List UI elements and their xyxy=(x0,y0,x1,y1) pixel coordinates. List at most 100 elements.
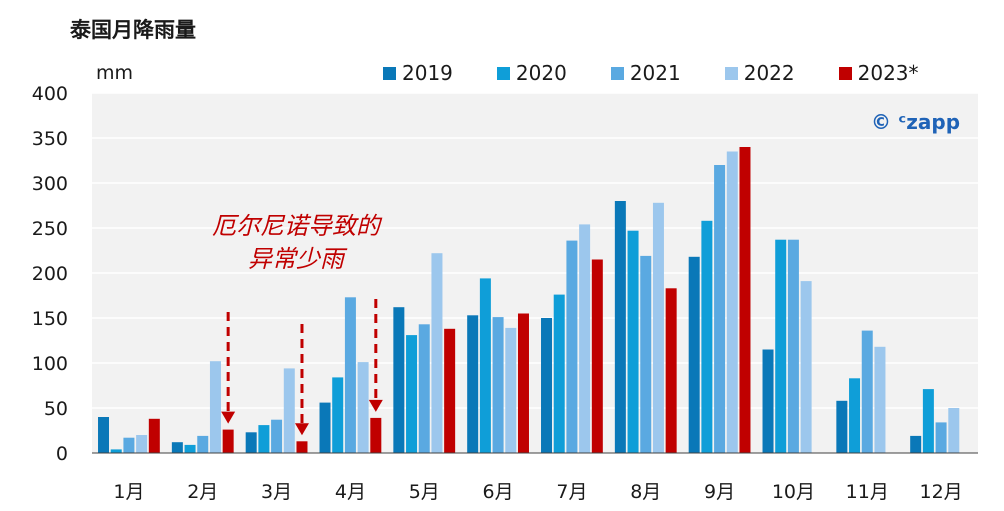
legend-label: 2021 xyxy=(629,61,681,85)
legend-item-2019: 2019 xyxy=(383,61,453,85)
legend-item-2023: 2023* xyxy=(838,61,919,85)
bar xyxy=(836,400,848,453)
bar xyxy=(948,408,960,453)
bar xyxy=(418,324,430,453)
x-tick-label: 5月 xyxy=(409,481,440,503)
legend-swatch xyxy=(383,66,396,80)
x-tick-label: 8月 xyxy=(630,481,661,503)
bar xyxy=(393,307,405,453)
bar xyxy=(652,202,664,453)
legend-swatch xyxy=(496,66,510,80)
chart-title: 泰国月降雨量 xyxy=(70,18,196,42)
bar xyxy=(910,435,922,453)
bar xyxy=(665,288,677,453)
legend-item-2020: 2020 xyxy=(496,61,567,85)
bar xyxy=(209,361,221,453)
y-tick-label: 0 xyxy=(56,443,68,465)
x-tick-label: 11月 xyxy=(846,481,889,503)
bar xyxy=(357,362,369,453)
bar xyxy=(541,318,553,453)
legend: 2019 2020 2021 2022 2023* xyxy=(383,61,919,85)
bar xyxy=(517,313,529,453)
bar xyxy=(688,256,700,453)
bar xyxy=(370,417,382,453)
y-tick-label: 100 xyxy=(32,353,68,375)
bar xyxy=(861,330,873,453)
bar xyxy=(701,220,713,453)
bar xyxy=(406,335,418,453)
annotation-arrow-head xyxy=(221,411,236,424)
bar xyxy=(148,418,160,453)
bar xyxy=(726,151,738,453)
legend-swatch xyxy=(838,66,852,80)
bar xyxy=(479,278,491,453)
bar xyxy=(319,402,331,453)
legend-item-2021: 2021 xyxy=(610,61,681,85)
bar xyxy=(110,449,122,453)
bar xyxy=(591,259,603,453)
x-tick-label: 12月 xyxy=(919,481,962,503)
bar xyxy=(136,435,148,453)
bar xyxy=(762,349,774,453)
legend-label: 2020 xyxy=(515,61,567,85)
bar xyxy=(935,422,947,453)
y-tick-label: 200 xyxy=(32,263,68,285)
bar xyxy=(800,281,812,453)
bar xyxy=(296,441,308,453)
bar xyxy=(258,425,270,453)
annotation-line-2: 异常少雨 xyxy=(248,245,344,273)
legend-swatch xyxy=(610,66,624,80)
bar xyxy=(566,240,578,453)
bar xyxy=(627,230,639,453)
bar xyxy=(222,429,234,453)
bar xyxy=(197,435,209,453)
bar xyxy=(171,442,183,453)
bar xyxy=(579,224,591,453)
el-nino-annotation: 厄尔尼诺导致的 异常少雨 xyxy=(196,210,396,276)
bar xyxy=(505,327,517,453)
bar xyxy=(714,165,726,453)
y-tick-label: 50 xyxy=(44,398,68,420)
x-tick-label: 1月 xyxy=(113,481,144,503)
x-tick-label: 4月 xyxy=(335,481,366,503)
bar xyxy=(283,368,295,453)
legend-label: 2019 xyxy=(402,61,453,85)
bar xyxy=(184,444,196,453)
y-tick-label: 150 xyxy=(32,308,68,330)
bar xyxy=(123,437,135,453)
annotation-line-1: 厄尔尼诺导致的 xyxy=(212,212,380,240)
legend-item-2022: 2022 xyxy=(724,61,795,85)
x-tick-label: 6月 xyxy=(483,481,514,503)
bar xyxy=(271,419,283,453)
legend-label: 2022 xyxy=(743,61,795,85)
y-tick-label: 350 xyxy=(32,128,68,150)
bar xyxy=(98,417,110,453)
legend-label: 2023* xyxy=(857,61,919,85)
bar xyxy=(640,255,652,453)
bar xyxy=(553,294,565,453)
bar xyxy=(787,239,799,453)
x-tick-label: 2月 xyxy=(187,481,218,503)
bar xyxy=(492,317,504,453)
bar xyxy=(344,297,356,453)
y-tick-label: 300 xyxy=(32,173,68,195)
bar xyxy=(775,239,787,453)
bar xyxy=(467,315,479,453)
bar xyxy=(849,378,861,453)
x-tick-label: 7月 xyxy=(556,481,587,503)
x-tick-label: 9月 xyxy=(704,481,735,503)
y-tick-label: 400 xyxy=(32,83,68,105)
bar xyxy=(245,432,257,453)
czapp-logo: © ᶜzapp xyxy=(871,110,961,134)
x-tick-label: 3月 xyxy=(261,481,292,503)
y-unit-label: mm xyxy=(96,62,134,84)
bar xyxy=(332,377,344,453)
y-tick-label: 250 xyxy=(32,218,68,240)
x-tick-label: 10月 xyxy=(772,481,815,503)
bar xyxy=(444,328,456,453)
bar xyxy=(922,389,934,453)
bar xyxy=(874,346,886,453)
annotation-arrow-head xyxy=(368,399,383,412)
annotation-arrow-head xyxy=(294,423,309,436)
